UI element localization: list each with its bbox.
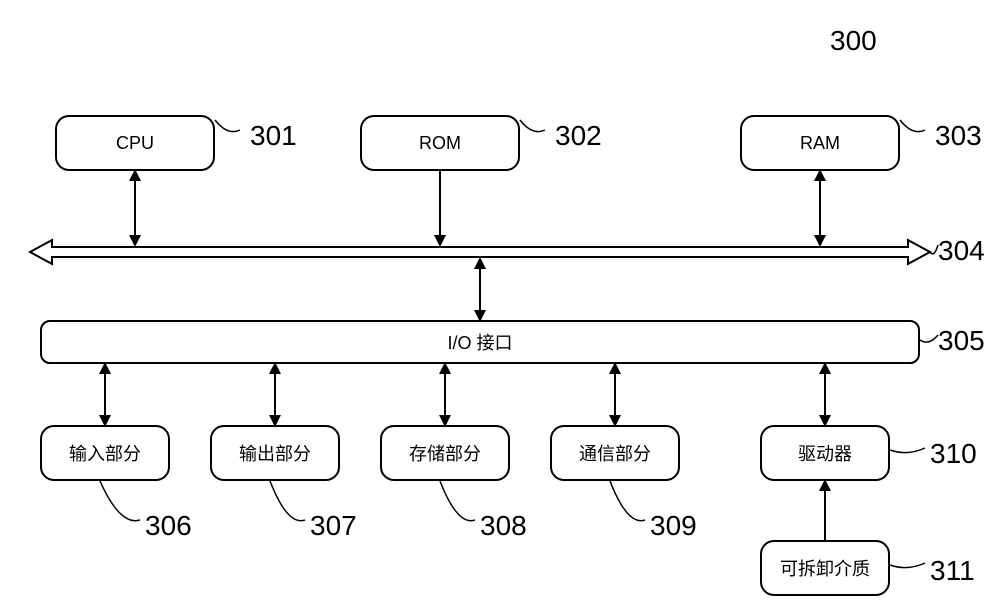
io-label: I/O 接口 <box>447 329 512 355</box>
ref-306: 306 <box>145 510 192 542</box>
output-section-box: 输出部分 <box>210 425 340 481</box>
cpu-box: CPU <box>55 115 215 171</box>
stor-label: 存储部分 <box>409 440 481 466</box>
storage-section-box: 存储部分 <box>380 425 510 481</box>
io-interface-box: I/O 接口 <box>40 320 920 364</box>
ram-box: RAM <box>740 115 900 171</box>
ref-301: 301 <box>250 120 297 152</box>
ref-303: 303 <box>935 120 982 152</box>
ref-310: 310 <box>930 438 977 470</box>
media-label: 可拆卸介质 <box>780 555 870 581</box>
rom-box: ROM <box>360 115 520 171</box>
figure-ref-300: 300 <box>830 25 877 57</box>
driver-box: 驱动器 <box>760 425 890 481</box>
input-section-box: 输入部分 <box>40 425 170 481</box>
ref-311: 311 <box>930 555 975 587</box>
comm-section-box: 通信部分 <box>550 425 680 481</box>
ref-302: 302 <box>555 120 602 152</box>
inpt-label: 输入部分 <box>69 440 141 466</box>
comm-label: 通信部分 <box>579 440 651 466</box>
cpu-label: CPU <box>116 133 154 154</box>
drv-label: 驱动器 <box>798 440 852 466</box>
ram-label: RAM <box>800 133 840 154</box>
ref-308: 308 <box>480 510 527 542</box>
outp-label: 输出部分 <box>239 440 311 466</box>
ref-304: 304 <box>938 235 985 267</box>
ref-309: 309 <box>650 510 697 542</box>
ref-305: 305 <box>938 325 985 357</box>
ref-307: 307 <box>310 510 357 542</box>
removable-media-box: 可拆卸介质 <box>760 540 890 596</box>
rom-label: ROM <box>419 133 461 154</box>
